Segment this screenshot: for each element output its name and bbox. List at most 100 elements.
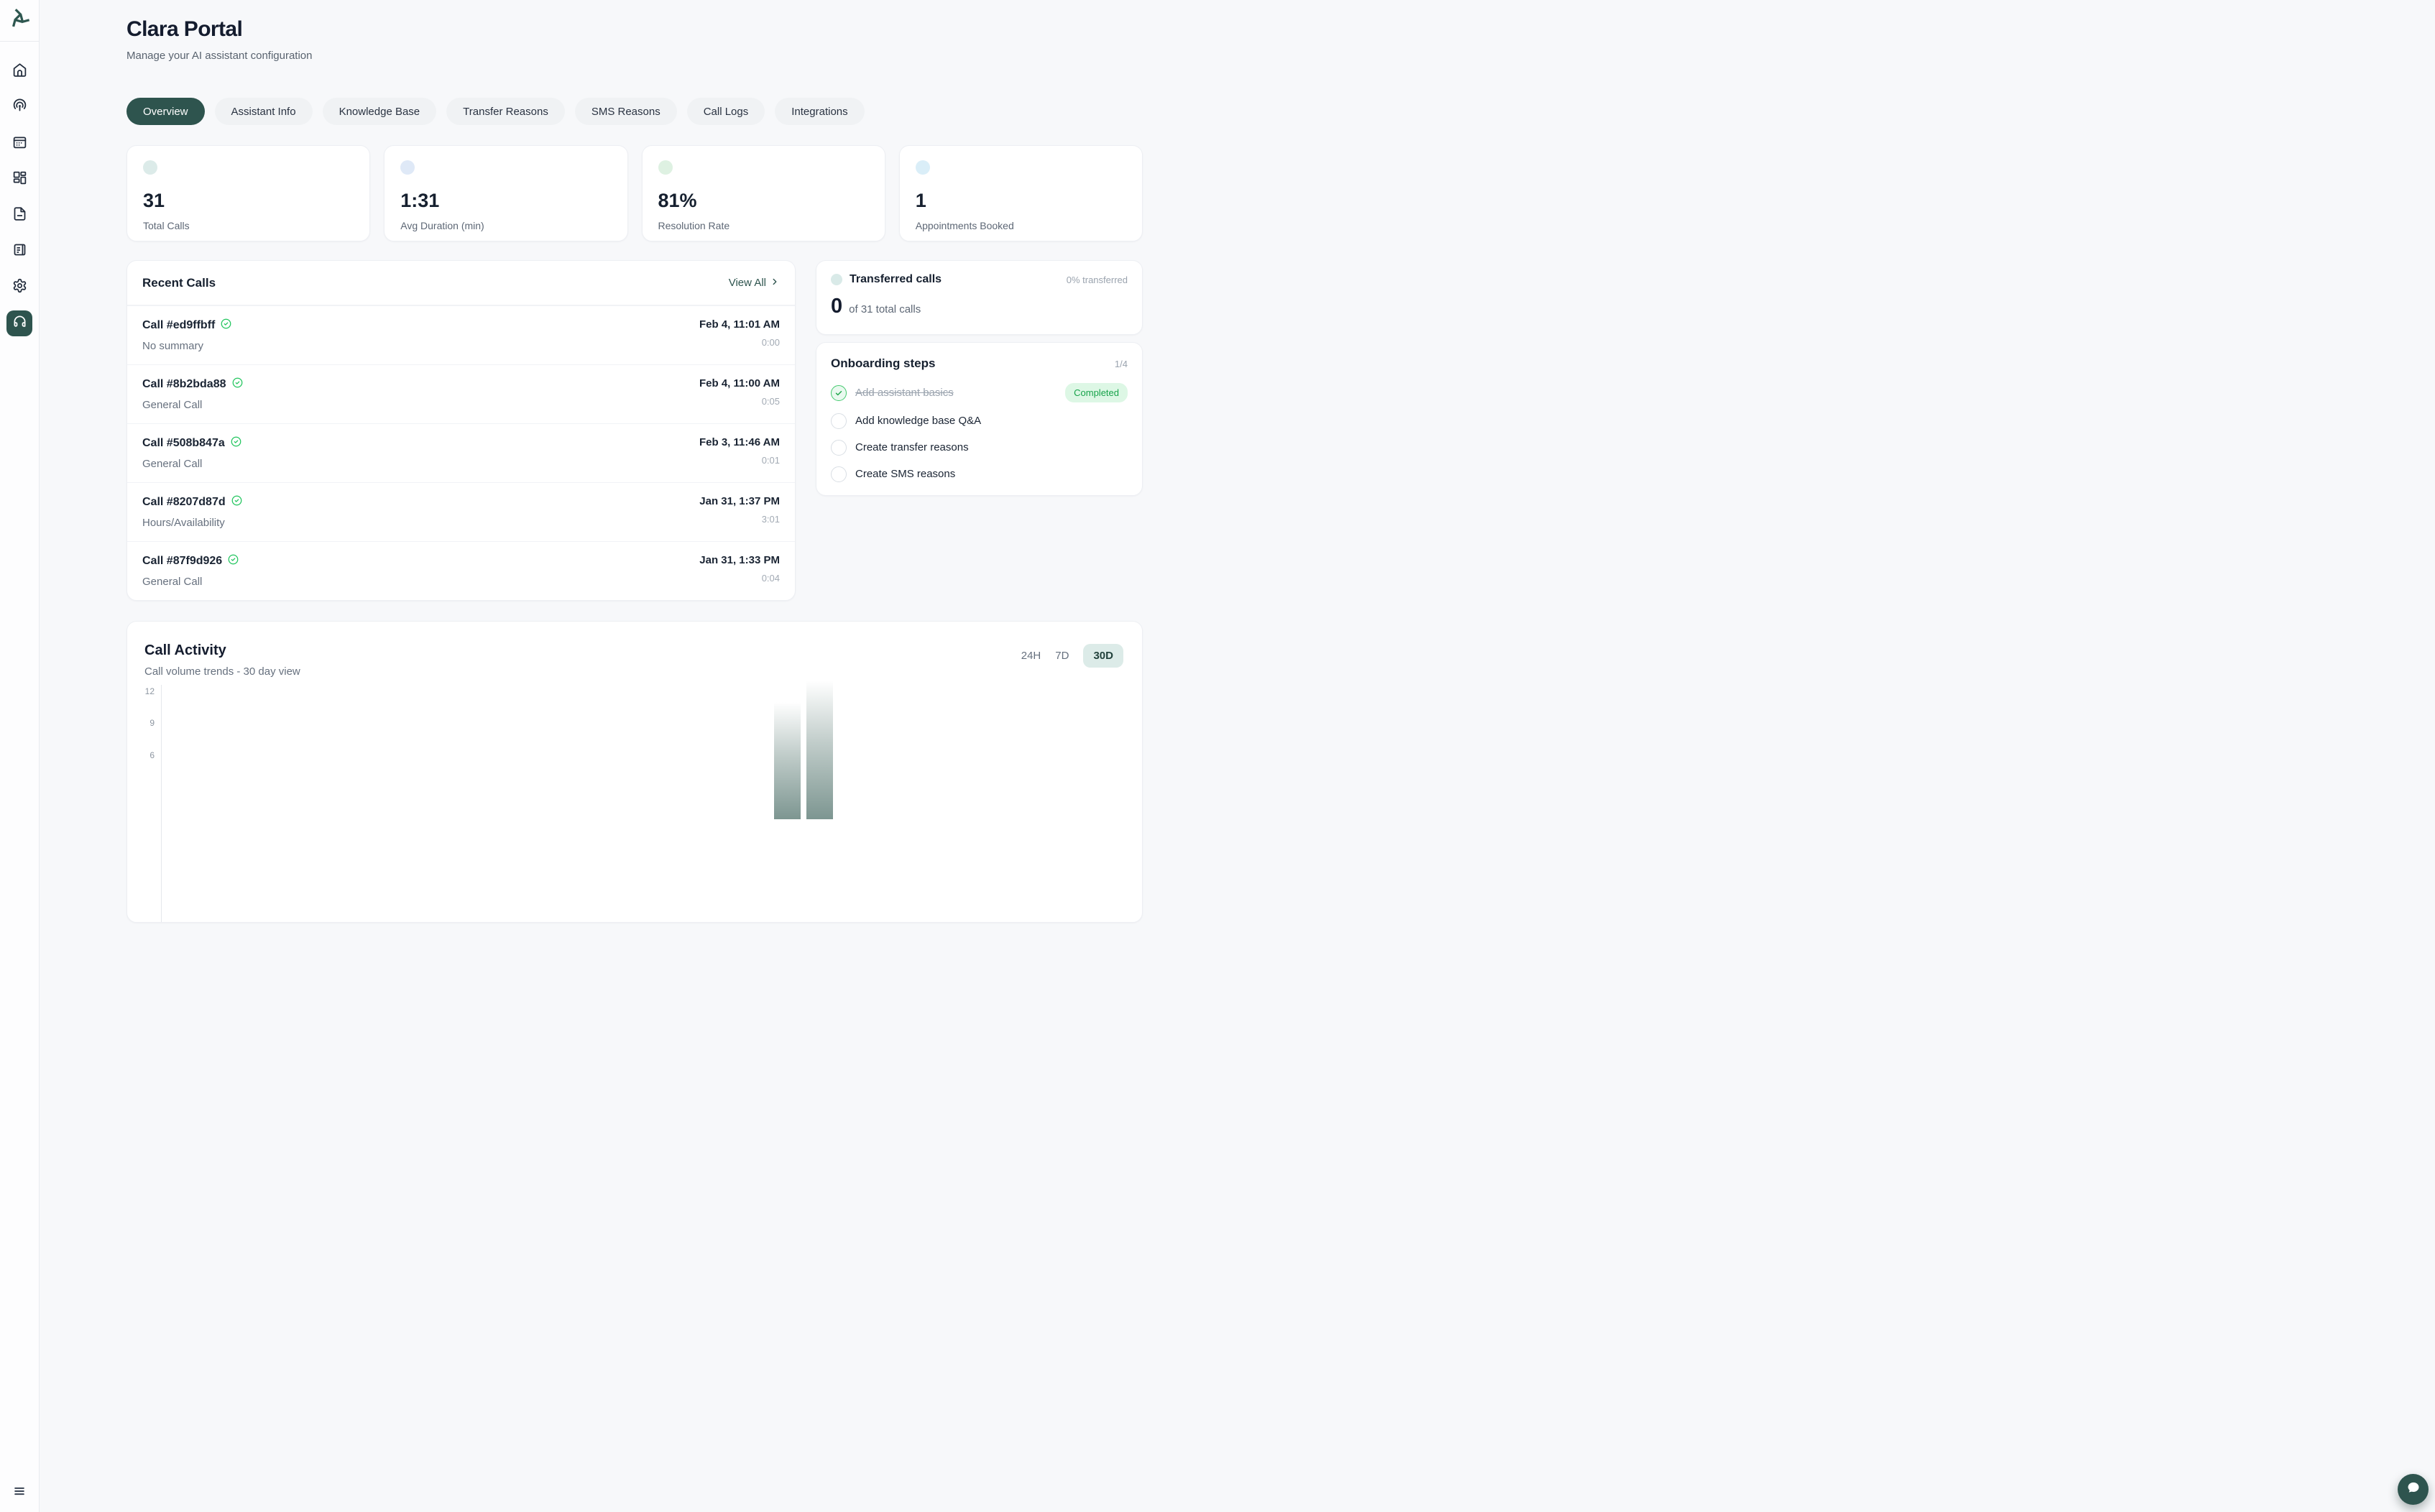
call-id: Call #8207d87d <box>142 496 226 508</box>
stat-value: 1:31 <box>400 190 440 211</box>
stat-dot <box>143 160 157 175</box>
onboarding-step-knowledge-base[interactable]: Add knowledge base Q&A <box>831 412 1128 429</box>
onboarding-step-assistant-basics[interactable]: Add assistant basics Completed <box>831 383 1128 402</box>
recent-calls-title: Recent Calls <box>142 275 216 290</box>
home-icon <box>12 63 27 81</box>
call-id: Call #508b847a <box>142 437 225 449</box>
page-subtitle: Manage your AI assistant configuration <box>126 50 313 62</box>
check-circle-icon <box>232 377 243 392</box>
y-tick-label: 6 <box>149 750 155 760</box>
range-30d-button[interactable]: 30D <box>1083 644 1123 668</box>
onboarding-step-transfer-reasons[interactable]: Create transfer reasons <box>831 439 1128 456</box>
tab-knowledge-base[interactable]: Knowledge Base <box>322 98 437 125</box>
range-toggle: 24H 7D 30D <box>1021 644 1123 668</box>
stat-card-appointments: 1 Appointments Booked <box>898 145 1143 241</box>
call-activity-card: Call Activity Call volume trends - 30 da… <box>126 621 1143 923</box>
tab-call-logs[interactable]: Call Logs <box>686 98 765 125</box>
stat-label: Avg Duration (min) <box>400 220 484 231</box>
tab-transfer-reasons[interactable]: Transfer Reasons <box>446 98 565 125</box>
sidebar-nav <box>1 54 37 341</box>
dashboard-grid-icon <box>12 170 27 189</box>
tab-sms-reasons[interactable]: SMS Reasons <box>574 98 677 125</box>
sidebar-item-calendar[interactable] <box>1 126 37 162</box>
page-title: Clara Portal <box>126 17 243 41</box>
onboarding-title: Onboarding steps <box>831 356 936 370</box>
tab-overview[interactable]: Overview <box>126 98 205 125</box>
completed-badge: Completed <box>1065 383 1128 402</box>
step-empty-circle-icon <box>831 466 847 482</box>
stat-label: Total Calls <box>143 220 190 231</box>
transferred-count: 0 <box>831 295 843 318</box>
call-summary: Hours/Availability <box>142 517 225 529</box>
tab-assistant-info[interactable]: Assistant Info <box>214 98 313 125</box>
call-row[interactable]: Call #ed9ffbff No summary Feb 4, 11:01 A… <box>127 305 795 364</box>
transferred-rate: 0% transferred <box>1066 274 1128 285</box>
main-content: Clara Portal Manage your AI assistant co… <box>40 17 1218 923</box>
call-volume-bar <box>806 681 833 819</box>
call-duration: 0:05 <box>761 396 780 407</box>
stat-dot <box>400 160 415 175</box>
chat-bubble-icon <box>2406 1480 2421 1498</box>
sidebar-item-home[interactable] <box>1 54 37 90</box>
sidebar-item-dashboard[interactable] <box>1 162 37 198</box>
app-logo[interactable] <box>0 0 39 42</box>
tab-integrations[interactable]: Integrations <box>775 98 865 125</box>
call-datetime: Jan 31, 1:37 PM <box>699 495 780 507</box>
call-summary: No summary <box>142 340 204 352</box>
call-datetime: Jan 31, 1:33 PM <box>699 554 780 566</box>
stat-card-total-calls: 31 Total Calls <box>126 145 371 241</box>
stat-dot <box>658 160 673 175</box>
call-duration: 0:01 <box>761 455 780 466</box>
call-volume-bar <box>774 701 801 819</box>
y-tick-label: 12 <box>144 686 155 696</box>
call-activity-chart: 12 9 6 <box>127 681 1142 922</box>
stat-value: 31 <box>143 190 165 211</box>
sidebar-item-notes[interactable] <box>1 234 37 269</box>
range-24h-button[interactable]: 24H <box>1021 650 1041 662</box>
call-row[interactable]: Call #508b847a General Call Feb 3, 11:46… <box>127 423 795 482</box>
onboarding-card: Onboarding steps 1/4 Add assistant basic… <box>816 342 1143 496</box>
stat-label: Appointments Booked <box>915 220 1014 231</box>
calendar-icon <box>12 134 27 153</box>
clara-logo-icon <box>9 8 30 33</box>
settings-gear-icon <box>12 278 27 297</box>
stat-value: 1 <box>915 190 926 211</box>
call-activity-title: Call Activity <box>144 642 226 658</box>
sidebar-item-documents[interactable] <box>1 198 37 234</box>
sidebar <box>0 0 40 1512</box>
notebook-icon <box>12 242 27 261</box>
call-row[interactable]: Call #87f9d926 General Call Jan 31, 1:33… <box>127 541 795 600</box>
onboarding-progress: 1/4 <box>1114 358 1128 369</box>
chat-launcher-button[interactable] <box>2398 1474 2429 1505</box>
range-7d-button[interactable]: 7D <box>1055 650 1069 662</box>
stat-label: Resolution Rate <box>658 220 730 231</box>
step-label: Add assistant basics <box>855 387 954 399</box>
transferred-dot <box>831 274 842 285</box>
sidebar-item-broadcast[interactable] <box>1 90 37 126</box>
transferred-title: Transferred calls <box>850 273 942 285</box>
step-check-circle-icon <box>831 384 847 401</box>
call-row[interactable]: Call #8207d87d Hours/Availability Jan 31… <box>127 482 795 541</box>
stat-card-avg-duration: 1:31 Avg Duration (min) <box>384 145 628 241</box>
call-row[interactable]: Call #8b2bda88 General Call Feb 4, 11:00… <box>127 364 795 423</box>
onboarding-step-sms-reasons[interactable]: Create SMS reasons <box>831 466 1128 482</box>
call-duration: 3:01 <box>761 514 780 525</box>
check-circle-icon <box>221 318 231 333</box>
step-label: Create transfer reasons <box>855 441 969 453</box>
sidebar-item-settings[interactable] <box>1 269 37 305</box>
call-datetime: Feb 3, 11:46 AM <box>699 436 780 448</box>
sidebar-collapse-button[interactable] <box>9 1483 30 1502</box>
call-activity-subtitle: Call volume trends - 30 day view <box>144 665 300 678</box>
check-circle-icon <box>228 554 239 568</box>
sidebar-item-support-active[interactable] <box>6 310 32 336</box>
call-datetime: Feb 4, 11:00 AM <box>699 377 780 389</box>
headphones-icon <box>13 315 27 332</box>
stat-dot <box>915 160 930 175</box>
call-duration: 0:00 <box>761 337 780 348</box>
call-datetime: Feb 4, 11:01 AM <box>699 318 780 331</box>
call-id: Call #87f9d926 <box>142 555 223 567</box>
call-id: Call #8b2bda88 <box>142 378 226 390</box>
step-empty-circle-icon <box>831 439 847 456</box>
transferred-caption: of 31 total calls <box>849 303 921 315</box>
view-all-link[interactable]: View All <box>729 277 780 290</box>
